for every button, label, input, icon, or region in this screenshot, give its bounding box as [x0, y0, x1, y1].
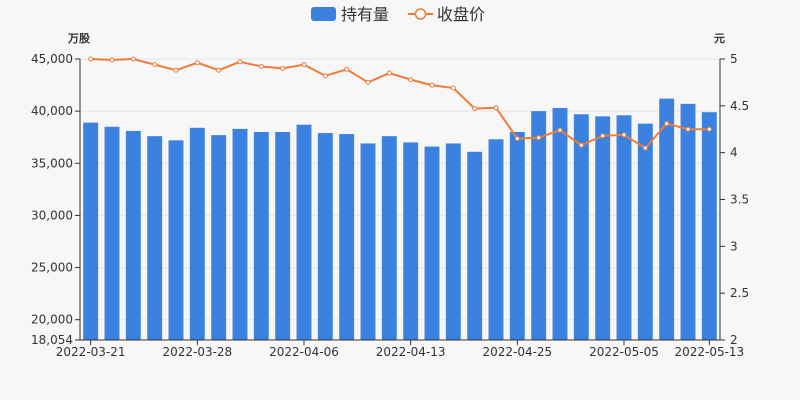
bar-holding[interactable] — [125, 130, 141, 340]
left-axis-tick-label: 25,000 — [31, 261, 73, 275]
x-axis-tick-label: 2022-04-06 — [269, 345, 339, 359]
point-price[interactable] — [301, 62, 307, 68]
point-price[interactable] — [600, 133, 606, 139]
point-price[interactable] — [557, 127, 563, 133]
x-axis-tick-label: 2022-03-28 — [162, 345, 232, 359]
left-axis-tick-label: 18,054 — [31, 333, 73, 347]
x-axis-tick-label: 2022-03-21 — [56, 345, 126, 359]
left-axis-unit: 万股 — [67, 32, 91, 45]
point-price[interactable] — [152, 62, 158, 68]
bar-holding[interactable] — [253, 131, 269, 340]
point-price[interactable] — [450, 85, 456, 91]
bar-holding[interactable] — [467, 151, 483, 340]
bar-holding[interactable] — [424, 146, 440, 340]
point-price[interactable] — [472, 106, 478, 112]
point-price[interactable] — [642, 145, 648, 151]
bar-holding[interactable] — [488, 139, 504, 340]
right-axis-tick-label: 5 — [730, 52, 738, 66]
bar-holding[interactable] — [83, 122, 99, 340]
bar-holding[interactable] — [595, 116, 611, 340]
right-axis-tick-label: 4 — [730, 146, 738, 160]
point-price[interactable] — [194, 60, 200, 66]
bar-holding[interactable] — [275, 131, 291, 340]
legend-item-price[interactable]: 收盘价 — [408, 5, 485, 24]
point-price[interactable] — [514, 136, 520, 142]
bar-holding[interactable] — [104, 126, 120, 340]
point-price[interactable] — [493, 105, 499, 111]
legend-item-holding[interactable]: 持有量 — [311, 5, 389, 24]
point-price[interactable] — [216, 67, 222, 73]
point-price[interactable] — [109, 57, 115, 63]
bar-holding[interactable] — [616, 115, 632, 340]
legend[interactable]: 持有量 收盘价 — [311, 5, 485, 24]
point-price[interactable] — [173, 67, 179, 73]
right-axis-tick-label: 3.5 — [730, 193, 749, 207]
point-price[interactable] — [621, 132, 627, 138]
left-axis-tick-label: 30,000 — [31, 208, 73, 222]
bar-holding[interactable] — [168, 140, 184, 340]
bar-holding[interactable] — [509, 131, 525, 340]
line-price — [90, 57, 710, 150]
bar-holding[interactable] — [296, 124, 312, 340]
bar-holding[interactable] — [573, 114, 589, 340]
right-axis-tick-label: 2 — [730, 333, 738, 347]
bar-holding[interactable] — [659, 98, 675, 340]
bar-holding[interactable] — [445, 143, 461, 340]
left-axis-tick-label: 20,000 — [31, 313, 73, 327]
bar-holding[interactable] — [317, 133, 333, 340]
bar-holding[interactable] — [680, 103, 696, 340]
x-axis-tick-label: 2022-04-13 — [376, 345, 446, 359]
point-price[interactable] — [237, 59, 243, 65]
point-price[interactable] — [706, 126, 712, 132]
bar-holding[interactable] — [360, 143, 376, 340]
bar-holding[interactable] — [637, 123, 653, 340]
legend-holding-label: 持有量 — [341, 5, 389, 24]
bar-holding[interactable] — [552, 108, 568, 340]
bar-holding[interactable] — [381, 136, 397, 340]
legend-price-label: 收盘价 — [437, 5, 485, 24]
point-price[interactable] — [408, 77, 414, 83]
point-price[interactable] — [280, 65, 286, 71]
right-axis-tick-label: 3 — [730, 239, 738, 253]
grid-lines — [80, 58, 720, 321]
point-price[interactable] — [322, 73, 328, 79]
point-price[interactable] — [578, 142, 584, 148]
right-axis-unit: 元 — [714, 32, 725, 45]
point-price[interactable] — [536, 135, 542, 141]
line-series — [88, 56, 712, 151]
point-price[interactable] — [130, 56, 136, 62]
right-axis-tick-label: 4.5 — [730, 99, 749, 113]
x-axis-tick-label: 2022-05-13 — [674, 345, 744, 359]
bar-holding[interactable] — [339, 134, 355, 340]
bar-holding[interactable] — [232, 128, 248, 340]
left-axis-tick-label: 35,000 — [31, 156, 73, 170]
right-axis-tick-label: 2.5 — [730, 286, 749, 300]
left-axis-tick-label: 45,000 — [31, 52, 73, 66]
point-price[interactable] — [386, 70, 392, 76]
bar-holding[interactable] — [403, 142, 419, 340]
bar-series — [83, 98, 717, 340]
point-price[interactable] — [664, 121, 670, 127]
bar-holding[interactable] — [189, 127, 205, 340]
point-price[interactable] — [344, 66, 350, 72]
point-price[interactable] — [88, 56, 94, 62]
legend-bar-swatch — [311, 7, 336, 21]
point-price[interactable] — [429, 82, 435, 88]
x-axis-tick-label: 2022-04-25 — [482, 345, 552, 359]
bar-holding[interactable] — [147, 136, 163, 340]
axes: 45,000 40,000 35,000 30,000 25,000 20,000 18,0… — [31, 52, 749, 359]
point-price[interactable] — [365, 79, 371, 85]
legend-line-marker — [414, 8, 427, 20]
left-axis-tick-label: 40,000 — [31, 104, 73, 118]
bar-holding[interactable] — [701, 112, 717, 340]
bar-holding[interactable] — [531, 111, 547, 340]
bar-holding[interactable] — [211, 135, 227, 340]
x-axis-tick-label: 2022-05-05 — [589, 345, 659, 359]
point-price[interactable] — [258, 63, 264, 69]
point-price[interactable] — [685, 126, 691, 132]
